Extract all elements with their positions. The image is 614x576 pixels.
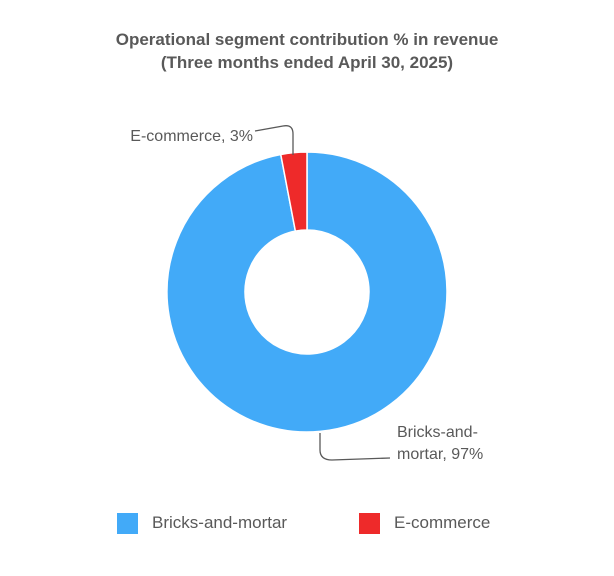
donut-slices	[166, 151, 448, 433]
legend-item-e-commerce: E-commerce	[359, 510, 490, 536]
chart-title-block: Operational segment contribution % in re…	[0, 28, 614, 74]
data-labels: Bricks-and-mortar, 97% E-commerce, 3%	[130, 128, 483, 463]
legend-label-bricks-and-mortar: Bricks-and-mortar	[152, 513, 288, 532]
legend-item-bricks-and-mortar: Bricks-and-mortar	[117, 510, 287, 536]
legend-swatch-e-commerce	[359, 512, 380, 534]
legend-swatch-bricks-and-mortar	[117, 512, 138, 534]
leader-line-e-commerce	[254, 125, 294, 155]
legend-label-e-commerce: E-commerce	[394, 513, 491, 532]
leader-line-bricks-and-mortar	[319, 433, 391, 461]
data-label-bricks-and-mortar: Bricks-and-mortar, 97%	[397, 424, 483, 463]
data-label-line: E-commerce, 3%	[130, 128, 253, 145]
legend: Bricks-and-mortar E-commerce	[0, 510, 614, 536]
slice-e-commerce	[279, 151, 308, 232]
slice-bricks-and-mortar	[166, 151, 448, 433]
data-label-line: mortar, 97%	[397, 446, 483, 463]
chart-title: Operational segment contribution % in re…	[115, 30, 499, 49]
data-label-e-commerce: E-commerce, 3%	[130, 128, 253, 145]
leader-lines	[254, 125, 391, 461]
data-label-line: Bricks-and-	[397, 424, 478, 441]
chart-subtitle: (Three months ended April 30, 2025)	[160, 53, 454, 72]
